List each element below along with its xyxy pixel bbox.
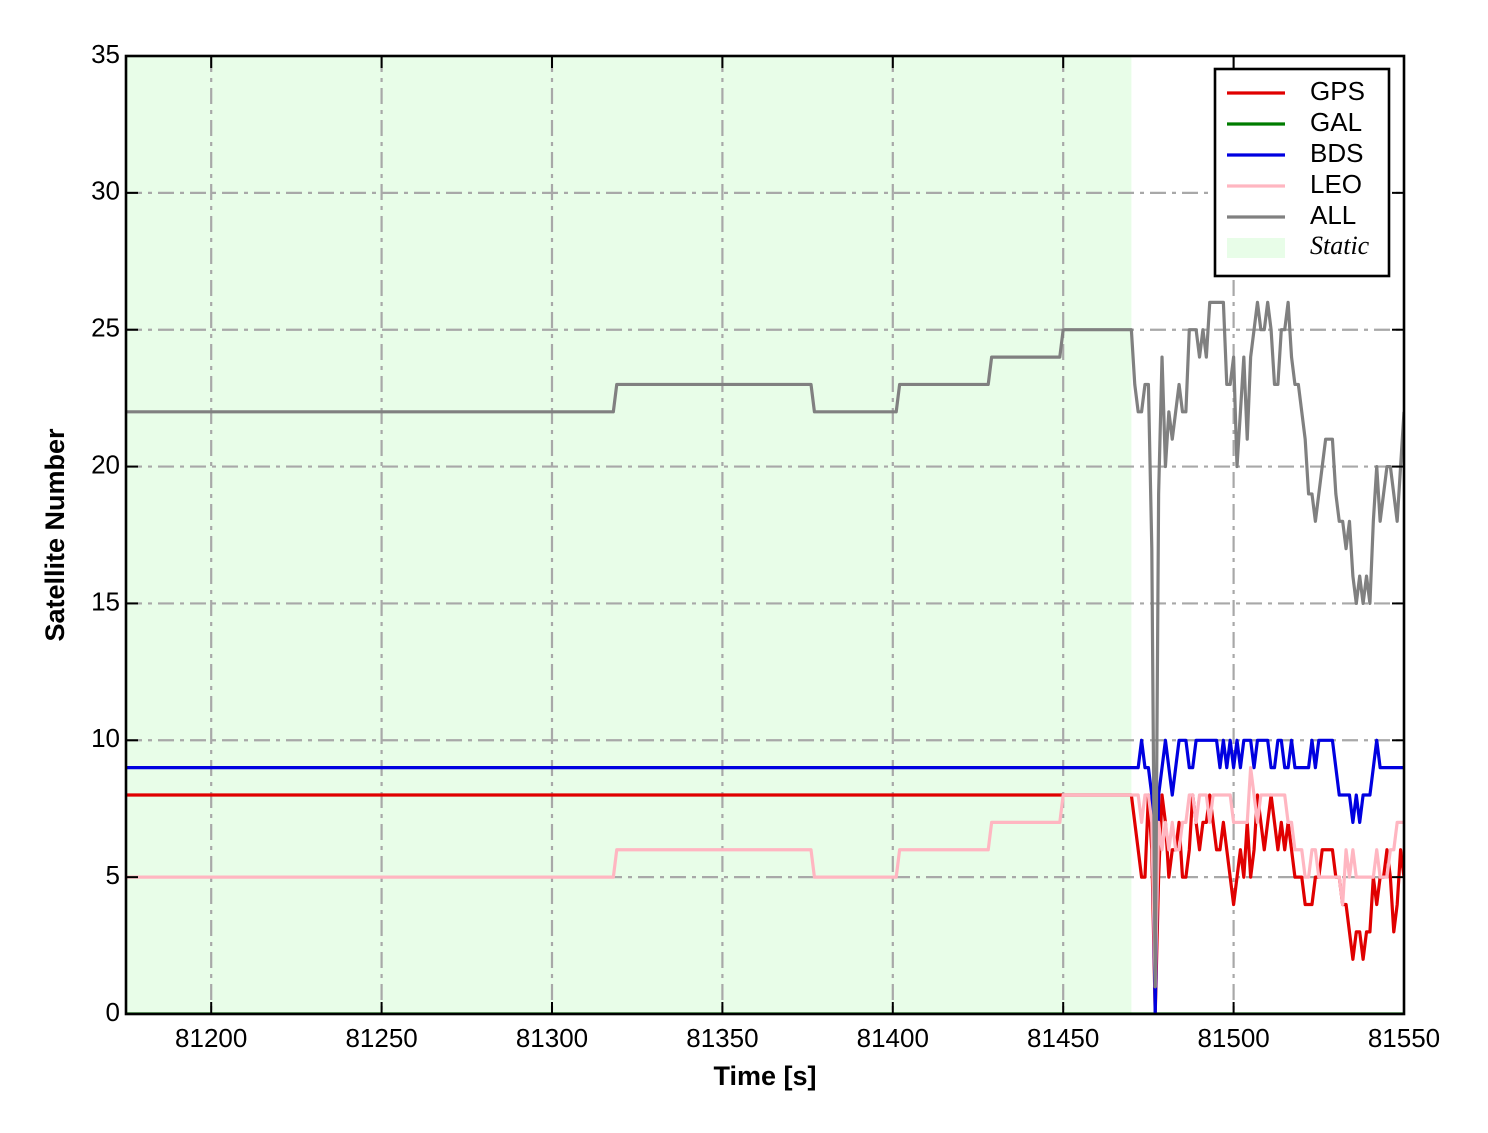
legend-label: GAL — [1310, 107, 1362, 137]
y-axis-title: Satellite Number — [40, 428, 70, 642]
x-axis-title: Time [s] — [713, 1061, 816, 1091]
y-tick-label: 20 — [91, 449, 120, 479]
x-tick-label: 81200 — [175, 1023, 247, 1053]
x-tick-label: 81300 — [516, 1023, 588, 1053]
plot-frame — [124, 54, 1406, 1016]
legend-item-gal: GAL — [1227, 107, 1362, 137]
legend-label: GPS — [1310, 76, 1365, 106]
x-tick-label: 81550 — [1368, 1023, 1440, 1053]
legend-swatch — [1227, 238, 1285, 258]
x-tick-label: 81400 — [857, 1023, 929, 1053]
y-tick-label: 35 — [91, 39, 120, 69]
legend-label: Static — [1310, 231, 1370, 260]
x-tick-label: 81250 — [345, 1023, 417, 1053]
legend-item-static: Static — [1227, 231, 1370, 260]
y-tick-label: 15 — [91, 586, 120, 616]
y-tick-label: 5 — [106, 860, 120, 890]
x-tick-label: 81450 — [1027, 1023, 1099, 1053]
y-tick-label: 10 — [91, 723, 120, 753]
x-tick-label: 81350 — [686, 1023, 758, 1053]
series-line-bds — [126, 738, 1404, 1014]
legend-label: LEO — [1310, 169, 1362, 199]
series-line-all — [126, 300, 1404, 989]
x-tick-label: 81500 — [1197, 1023, 1269, 1053]
series-line-gps — [126, 793, 1404, 1014]
legend-item-bds: BDS — [1227, 138, 1363, 168]
y-tick-label: 30 — [91, 176, 120, 206]
y-tick-label: 0 — [106, 997, 120, 1027]
y-tick-label: 25 — [91, 313, 120, 343]
static-region — [126, 56, 1132, 1014]
legend-item-all: ALL — [1227, 200, 1356, 230]
series-line-leo — [126, 766, 1404, 989]
legend-label: ALL — [1310, 200, 1356, 230]
legend-item-gps: GPS — [1227, 76, 1365, 106]
legend-item-leo: LEO — [1227, 169, 1362, 199]
legend-label: BDS — [1310, 138, 1363, 168]
